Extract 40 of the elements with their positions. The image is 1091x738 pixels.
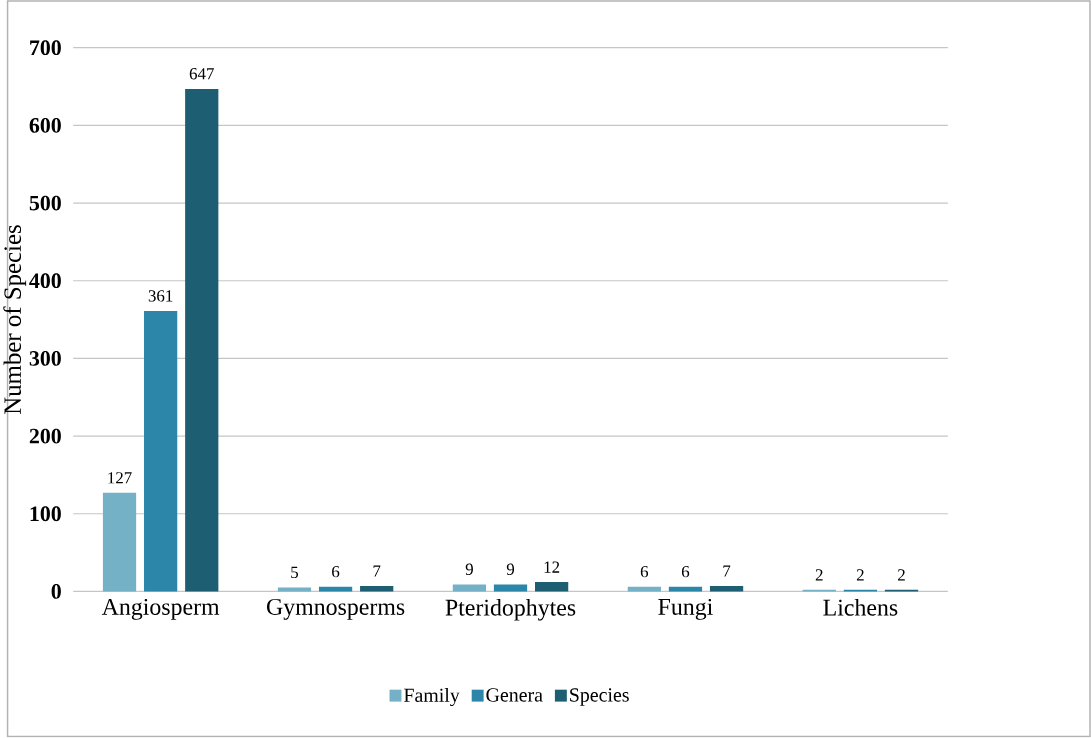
- x-tick-label: Gymnosperms: [266, 599, 405, 621]
- data-label: 6: [640, 566, 649, 578]
- y-axis-title: Number of Species: [3, 225, 27, 415]
- y-tick-label: 700: [30, 40, 61, 56]
- data-label: 2: [815, 569, 823, 581]
- data-label: 6: [332, 566, 340, 578]
- data-label: 6: [681, 566, 690, 578]
- y-tick-label: 600: [29, 118, 61, 133]
- bar: [185, 89, 219, 592]
- data-label: 647: [189, 68, 214, 80]
- bar: [493, 584, 528, 592]
- data-label: 9: [506, 563, 515, 576]
- data-label: 5: [291, 567, 299, 579]
- bar: [535, 582, 569, 592]
- y-tick-label: 500: [29, 195, 61, 211]
- data-label: 12: [544, 561, 560, 573]
- y-tick-label: 100: [30, 506, 61, 522]
- data-label: 2: [898, 569, 905, 581]
- x-tick-label: Lichens: [823, 599, 898, 616]
- legend-label: Species: [570, 688, 629, 706]
- data-label: 7: [723, 565, 731, 577]
- bar: [360, 586, 394, 592]
- x-tick-label: Angiosperm: [101, 599, 220, 621]
- data-label: 361: [148, 290, 173, 302]
- y-tick-label: 400: [29, 273, 61, 289]
- x-tick-label: Pteridophytes: [445, 599, 576, 621]
- bar: [102, 493, 137, 592]
- legend-label: Genera: [486, 688, 543, 702]
- data-label: 127: [108, 472, 132, 484]
- y-tick-label: 200: [29, 428, 61, 444]
- y-tick-label: 0: [51, 584, 61, 600]
- data-label: 7: [373, 565, 381, 577]
- legend-label: Family: [404, 688, 460, 707]
- y-tick-label: 300: [29, 351, 61, 367]
- data-label: 2: [856, 569, 864, 581]
- bar: [709, 586, 744, 592]
- bar: [144, 311, 178, 592]
- bar: [452, 584, 487, 592]
- x-tick-label: Fungi: [658, 599, 713, 621]
- data-label: 9: [465, 563, 473, 576]
